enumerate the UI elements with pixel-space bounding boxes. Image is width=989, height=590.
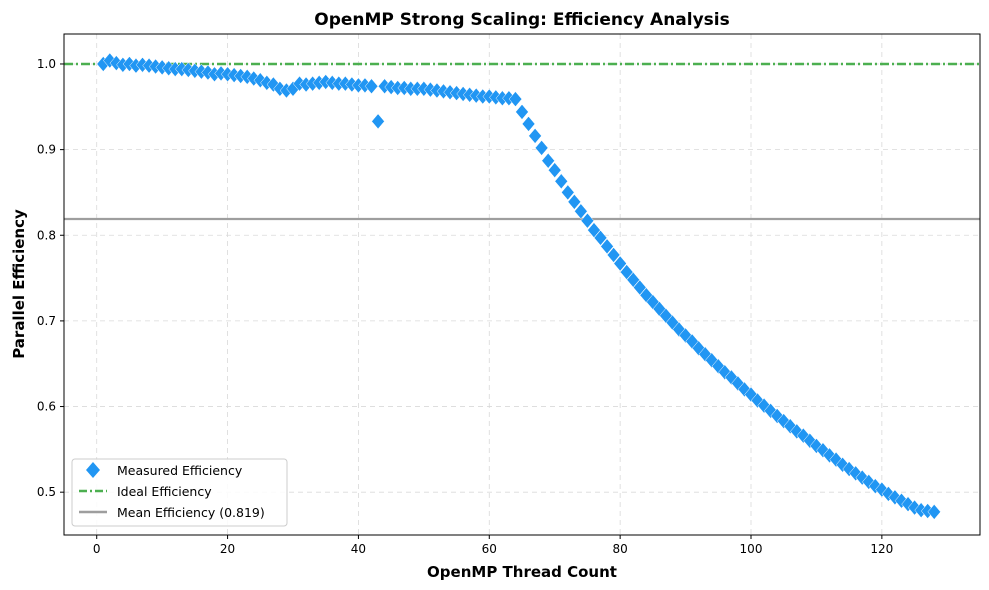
legend-label-measured: Measured Efficiency	[117, 463, 243, 478]
y-axis-label: Parallel Efficiency	[10, 209, 28, 359]
legend-label-ideal: Ideal Efficiency	[117, 484, 212, 499]
data-point	[528, 128, 542, 144]
data-point	[587, 222, 601, 239]
y-tick-label: 0.8	[37, 228, 56, 242]
x-axis-label: OpenMP Thread Count	[427, 563, 617, 581]
data-point	[593, 229, 608, 246]
data-point	[534, 140, 549, 156]
data-point	[574, 203, 588, 220]
legend-label-mean: Mean Efficiency (0.819)	[117, 505, 265, 520]
x-tick-label: 20	[220, 542, 235, 556]
data-point	[626, 271, 640, 288]
data-point	[600, 238, 614, 255]
data-point	[554, 173, 568, 190]
data-point	[613, 255, 627, 272]
x-tick-label: 40	[351, 542, 366, 556]
reference-lines	[64, 62, 980, 221]
x-tick-label: 0	[93, 542, 101, 556]
y-axis-ticks: 0.5 0.6 0.7 0.8 0.9 1.0	[37, 57, 64, 499]
data-point	[927, 503, 941, 520]
data-point	[567, 193, 582, 210]
data-point	[606, 247, 621, 263]
x-tick-label: 100	[740, 542, 763, 556]
data-point	[619, 264, 634, 280]
data-point	[515, 104, 529, 120]
x-tick-label: 120	[870, 542, 893, 556]
legend-marker-diamond	[86, 462, 100, 478]
data-point	[548, 162, 562, 179]
plot-frame	[63, 33, 981, 536]
data-point	[508, 91, 523, 107]
y-tick-label: 1.0	[37, 57, 56, 71]
data-point	[561, 184, 575, 201]
grid	[64, 34, 980, 535]
y-tick-label: 0.5	[37, 485, 56, 499]
x-axis-ticks: 0 20 40 60 80 100 120	[93, 535, 893, 556]
data-markers	[96, 52, 941, 520]
legend: Measured Efficiency Ideal Efficiency Mea…	[71, 458, 288, 527]
data-point	[633, 279, 647, 296]
data-point	[521, 116, 536, 132]
y-tick-label: 0.6	[37, 400, 56, 414]
data-point	[364, 78, 379, 95]
chart-title: OpenMP Strong Scaling: Efficiency Analys…	[314, 10, 730, 30]
x-tick-label: 80	[613, 542, 628, 556]
y-tick-label: 0.7	[37, 314, 56, 328]
data-point	[371, 113, 385, 130]
legend-box	[71, 458, 288, 527]
data-point	[541, 152, 555, 169]
x-tick-label: 60	[482, 542, 497, 556]
data-point	[580, 212, 595, 229]
y-tick-label: 0.9	[37, 143, 56, 157]
